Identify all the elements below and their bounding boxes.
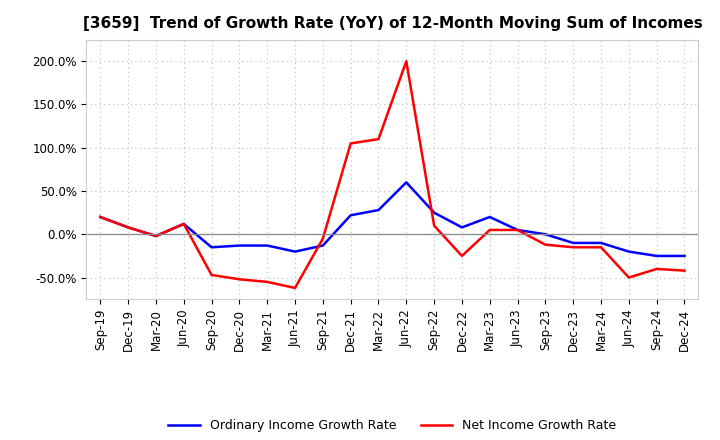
Ordinary Income Growth Rate: [152, 233, 161, 238]
Net Income Growth Rate: [652, 266, 661, 271]
Net Income Growth Rate: [597, 245, 606, 250]
Ordinary Income Growth Rate: [624, 249, 633, 254]
Net Income Growth Rate: [541, 242, 550, 247]
Net Income Growth Rate: [207, 272, 216, 278]
Ordinary Income Growth Rate: [207, 245, 216, 250]
Ordinary Income Growth Rate: [513, 227, 522, 233]
Ordinary Income Growth Rate: [124, 225, 132, 230]
Ordinary Income Growth Rate: [597, 240, 606, 246]
Net Income Growth Rate: [235, 277, 243, 282]
Net Income Growth Rate: [291, 285, 300, 290]
Net Income Growth Rate: [485, 227, 494, 233]
Net Income Growth Rate: [513, 227, 522, 233]
Ordinary Income Growth Rate: [402, 180, 410, 185]
Ordinary Income Growth Rate: [318, 243, 327, 248]
Ordinary Income Growth Rate: [179, 221, 188, 227]
Ordinary Income Growth Rate: [263, 243, 271, 248]
Legend: Ordinary Income Growth Rate, Net Income Growth Rate: Ordinary Income Growth Rate, Net Income …: [163, 414, 621, 437]
Net Income Growth Rate: [318, 236, 327, 241]
Ordinary Income Growth Rate: [96, 214, 104, 220]
Net Income Growth Rate: [569, 245, 577, 250]
Ordinary Income Growth Rate: [541, 231, 550, 237]
Ordinary Income Growth Rate: [680, 253, 689, 259]
Ordinary Income Growth Rate: [485, 214, 494, 220]
Line: Ordinary Income Growth Rate: Ordinary Income Growth Rate: [100, 182, 685, 256]
Net Income Growth Rate: [96, 214, 104, 220]
Net Income Growth Rate: [430, 223, 438, 228]
Net Income Growth Rate: [402, 59, 410, 64]
Net Income Growth Rate: [152, 233, 161, 238]
Ordinary Income Growth Rate: [652, 253, 661, 259]
Ordinary Income Growth Rate: [374, 207, 383, 213]
Net Income Growth Rate: [458, 253, 467, 259]
Ordinary Income Growth Rate: [291, 249, 300, 254]
Ordinary Income Growth Rate: [569, 240, 577, 246]
Title: [3659]  Trend of Growth Rate (YoY) of 12-Month Moving Sum of Incomes: [3659] Trend of Growth Rate (YoY) of 12-…: [83, 16, 702, 32]
Ordinary Income Growth Rate: [458, 225, 467, 230]
Ordinary Income Growth Rate: [430, 210, 438, 215]
Line: Net Income Growth Rate: Net Income Growth Rate: [100, 61, 685, 288]
Net Income Growth Rate: [124, 225, 132, 230]
Net Income Growth Rate: [374, 136, 383, 142]
Net Income Growth Rate: [346, 141, 355, 146]
Ordinary Income Growth Rate: [346, 213, 355, 218]
Net Income Growth Rate: [680, 268, 689, 273]
Net Income Growth Rate: [263, 279, 271, 285]
Net Income Growth Rate: [624, 275, 633, 280]
Ordinary Income Growth Rate: [235, 243, 243, 248]
Net Income Growth Rate: [179, 221, 188, 227]
